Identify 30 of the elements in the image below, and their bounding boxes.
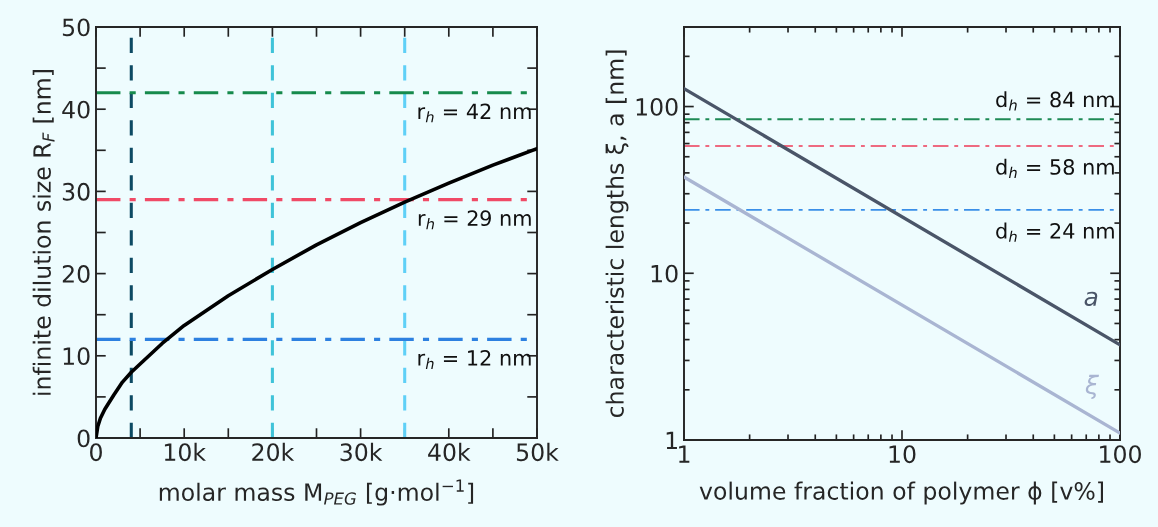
- series-label: a: [1084, 291, 1098, 306]
- x-tick-label: 50k: [516, 442, 559, 462]
- ref-line-label: d$_{h}$ = 24 nm: [996, 222, 1114, 242]
- ref-line-label: r$_{h}$ = 42 nm: [418, 103, 531, 123]
- y-tick-label: 30: [62, 182, 90, 201]
- x-tick-label: 10: [889, 445, 916, 464]
- ref-line-label: d$_{h}$ = 84 nm: [996, 91, 1114, 111]
- y-axis-title: characteristic lengths ξ, a [nm]: [605, 50, 629, 418]
- y-tick-label: 0: [77, 429, 90, 448]
- ref-line-label: r$_{h}$ = 12 nm: [418, 350, 531, 369]
- x-tick-label: 40k: [428, 442, 471, 462]
- y-tick-label: 50: [62, 18, 90, 37]
- x-tick-label: 30k: [340, 442, 383, 462]
- y-tick-label: 20: [62, 265, 90, 283]
- y-tick-label: 100: [636, 97, 678, 116]
- y-tick-label: 10: [63, 347, 90, 366]
- ref-line-label: r$_{h}$ = 29 nm: [418, 210, 531, 230]
- y-tick-label: 10: [651, 264, 678, 283]
- x-tick-label: 10k: [164, 442, 206, 462]
- x-tick-label: 1: [679, 445, 690, 463]
- x-tick-label: 100: [1100, 445, 1141, 464]
- series-label: ξ: [1085, 374, 1100, 400]
- y-tick-label: 1: [666, 431, 677, 449]
- y-axis-title: infinite dilution size R$_{F}$ [nm]: [32, 70, 55, 395]
- x-tick-label: 20k: [252, 442, 295, 462]
- y-tick-label: 40: [62, 100, 90, 119]
- x-axis-title: volume fraction of polymer ϕ [v%]: [699, 481, 1103, 505]
- x-tick-label: 0: [90, 443, 102, 462]
- ref-line-label: d$_{h}$ = 58 nm: [996, 158, 1114, 178]
- x-axis-title: molar mass M$_{PEG}$ [g·mol$^{−1}$]: [159, 479, 474, 506]
